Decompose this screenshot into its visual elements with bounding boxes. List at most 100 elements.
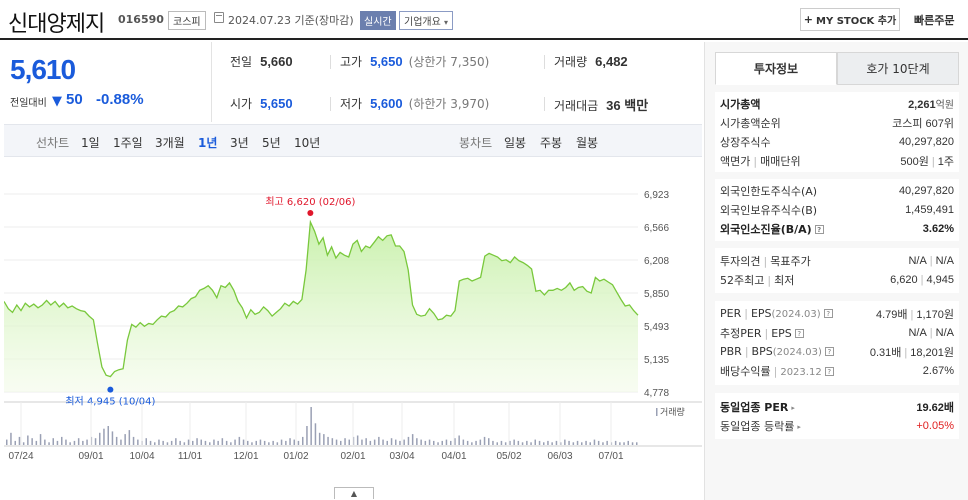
par-label: 액면가 [720, 154, 751, 168]
tab-invest-info[interactable]: 투자정보 [715, 52, 837, 85]
help-icon[interactable]: ? [824, 347, 834, 356]
volume-bar [420, 439, 422, 445]
volume-bar [564, 439, 566, 445]
tab-3y[interactable]: 3년 [230, 136, 249, 150]
company-info-dropdown[interactable]: 기업개요 ▾ [399, 11, 454, 30]
volume-bar [623, 442, 625, 445]
stat-label: 거래대금 [554, 99, 599, 113]
unit-label: 매매단위 [760, 154, 801, 168]
cap-rank-label: 시가총액순위 [720, 116, 781, 130]
volume-bar [6, 439, 8, 445]
lower-limit: (하한가 3,970) [408, 97, 490, 111]
volume-bar [238, 436, 241, 445]
volume-bar [162, 440, 164, 445]
tab-10y[interactable]: 10년 [294, 136, 321, 150]
price-chart[interactable]: 6,923 6,566 6,208 5,850 5,493 5,135 4,778 최고 6,… [4, 162, 702, 484]
y-tick-label: 5,135 [644, 355, 669, 366]
volume-bar [428, 439, 431, 445]
volume-bar [454, 438, 456, 445]
tab-1y[interactable]: 1년 [198, 136, 218, 150]
volume-bar [179, 440, 181, 445]
min-annotation: 최저 4,945 (10/04) [65, 396, 155, 408]
price-chart-svg[interactable]: 6,923 6,566 6,208 5,850 5,493 5,135 4,778 최고 6,… [4, 162, 702, 484]
volume-bar [327, 436, 329, 445]
volume-bar [483, 436, 486, 445]
volume-bar [589, 442, 591, 445]
dividend-period: 2023.12 [780, 366, 822, 378]
volume-bar [196, 438, 198, 445]
divider [544, 97, 545, 111]
triangle-right-icon: ▸ [791, 403, 795, 412]
stat-high: 고가 5,650 (상한가 7,350) [340, 53, 489, 70]
eps-value: 1,170원 [916, 308, 954, 321]
foreign-rate-label: 외국인소진율(B/A) [720, 222, 812, 236]
help-icon[interactable]: ? [823, 309, 833, 318]
row-foreign-rate: 외국인소진율(B/A)? 3.62% [715, 219, 959, 238]
x-tick-label: 07/01 [598, 451, 623, 462]
volume-bar [614, 440, 617, 445]
foreign-limit-value: 40,297,820 [898, 184, 954, 197]
y-tick-label: 6,208 [644, 256, 669, 267]
industry-rate-value: +0.05% [916, 419, 954, 432]
info-group-industry: 동일업종 PER ▸ 19.62배 동일업종 등락률 ▸ +0.05% [715, 393, 959, 439]
realtime-badge[interactable]: 실시간 [360, 11, 396, 30]
volume-bar [230, 442, 232, 445]
volume-bar [107, 426, 109, 445]
help-icon[interactable]: ? [814, 224, 824, 234]
chevron-up-icon[interactable]: ▲ [334, 487, 374, 499]
volume-bar [534, 439, 536, 445]
tab-daily[interactable]: 일봉 [504, 136, 527, 150]
volume-bar [39, 434, 42, 445]
est-eps-label: EPS [771, 326, 792, 340]
industry-per-label: 동일업종 PER [720, 400, 789, 414]
week52-high-label: 52주최고 [720, 273, 765, 287]
volume-bar [365, 438, 367, 445]
volume-bar [276, 442, 279, 445]
volume-bar [44, 439, 46, 445]
stat-value: 5,600 [370, 96, 403, 111]
chart-period-bar: 선차트 1일 1주일 3개월 1년 3년 5년 10년 봉차트 일봉 주봉 월봉 [4, 124, 702, 157]
volume-bar [56, 440, 59, 445]
help-icon[interactable]: ? [824, 366, 834, 376]
market-cap-unit: 억원 [935, 100, 954, 111]
volume-bar [297, 440, 300, 445]
volume-bar [259, 439, 262, 445]
quick-order-link[interactable]: 빠른주문 [914, 14, 955, 27]
market-cap-value: 2,261 [908, 99, 936, 111]
tab-1d[interactable]: 1일 [81, 136, 100, 150]
volume-bar [585, 440, 587, 445]
tab-5y[interactable]: 5년 [262, 136, 281, 150]
add-mystock-button[interactable]: + MY STOCK 추가 [800, 8, 900, 31]
volume-bar [200, 439, 202, 445]
change-value: 50 [66, 91, 83, 108]
volume-bar [263, 440, 266, 445]
foreign-hold-label: 외국인보유주식수(B) [720, 203, 818, 217]
volume-bar [509, 440, 511, 445]
tab-weekly[interactable]: 주봉 [540, 136, 563, 150]
tab-1w[interactable]: 1주일 [113, 136, 143, 150]
max-annotation: 최고 6,620 (02/06) [265, 196, 355, 208]
help-icon[interactable]: ? [794, 328, 804, 338]
per-period: (2024.03) [771, 309, 821, 320]
volume-bar [221, 438, 224, 445]
tab-monthly[interactable]: 월봉 [576, 136, 599, 150]
volume-bar [124, 434, 126, 445]
volume-bar [555, 440, 558, 445]
tab-3m[interactable]: 3개월 [155, 136, 185, 150]
volume-bar [559, 442, 562, 445]
volume-bar [213, 439, 215, 445]
volume-bar [526, 440, 528, 445]
volume-bar [504, 442, 507, 445]
change-percent: -0.88% [96, 91, 144, 108]
row-est-per: 추정PER | EPS? N/A | N/A [720, 326, 954, 340]
volume-bar [361, 439, 363, 445]
market-badge: 코스피 [168, 11, 206, 30]
volume-bar [462, 439, 465, 445]
stat-label: 전일 [230, 55, 253, 69]
volume-bar [441, 440, 443, 445]
candle-chart-label: 봉차트 [459, 136, 493, 150]
eps-label: EPS [750, 307, 772, 320]
tab-quote-10[interactable]: 호가 10단계 [837, 52, 959, 85]
info-group-valuation: PER | EPS(2024.03)? 4.79배 | 1,170원 추정PER | EPS… [715, 301, 959, 385]
stat-prev: 전일 5,660 [230, 53, 293, 70]
